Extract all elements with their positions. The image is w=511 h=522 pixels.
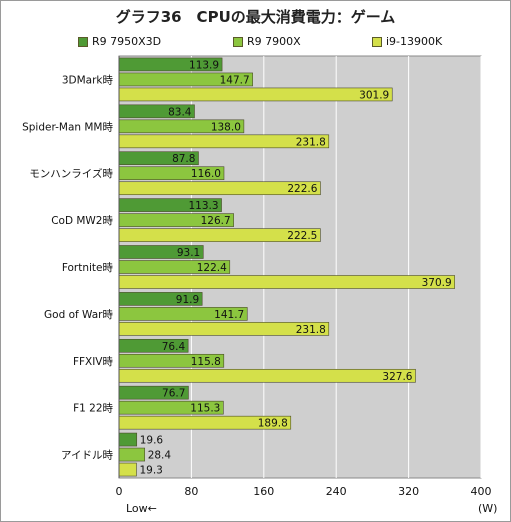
value-label-3-9: 19.3	[139, 465, 162, 477]
x-tick-label-3: 240	[326, 485, 347, 498]
value-label-3-2: 231.8	[296, 136, 326, 148]
value-label-3-3: 222.6	[287, 183, 317, 195]
category-label-6: God of War時	[44, 309, 113, 321]
value-label-2-7: 115.8	[191, 356, 221, 368]
category-label-9: アイドル時	[61, 450, 113, 462]
legend-swatch-series-1	[78, 36, 88, 47]
bar-3-5	[118, 275, 455, 289]
value-label-1-4: 113.3	[188, 200, 218, 212]
category-label-7: FFXIV時	[73, 356, 114, 368]
legend-label-series-3: i9-13900K	[386, 35, 443, 48]
value-label-2-6: 141.7	[214, 309, 244, 321]
category-label-4: CoD MW2時	[51, 215, 113, 227]
value-label-3-5: 370.9	[422, 277, 452, 289]
value-label-1-9: 19.6	[140, 435, 164, 447]
category-label-3: モンハンライズ時	[29, 167, 113, 180]
value-label-1-8: 76.7	[162, 388, 185, 400]
legend-label-series-1: R9 7950X3D	[92, 35, 162, 48]
bar-3-9	[118, 462, 137, 477]
value-label-3-4: 222.5	[287, 230, 317, 242]
value-label-2-8: 115.3	[190, 403, 220, 415]
value-label-1-6: 91.9	[176, 294, 199, 306]
x-tick-label-2: 160	[253, 485, 274, 498]
value-label-1-7: 76.4	[162, 341, 186, 353]
value-label-3-6: 231.8	[296, 324, 326, 336]
value-label-1-5: 93.1	[177, 247, 200, 259]
category-label-1: 3DMark時	[62, 74, 114, 86]
legend-item-series-3: i9-13900K	[372, 35, 442, 48]
category-label-5: Fortnite時	[62, 262, 114, 274]
chart-legend: R9 7950X3D R9 7900X i9-13900K	[0, 35, 511, 51]
bar-2-9	[118, 447, 146, 462]
bar-3-1	[118, 87, 393, 102]
value-label-1-2: 83.4	[168, 106, 192, 118]
value-label-2-2: 138.0	[211, 121, 241, 133]
value-label-3-7: 327.6	[382, 371, 412, 383]
legend-swatch-series-3	[372, 36, 382, 47]
x-axis-unit: (W)	[478, 502, 498, 515]
x-tick-label-5: 400	[471, 485, 492, 498]
value-label-2-5: 122.4	[197, 262, 227, 274]
value-label-2-3: 116.0	[191, 168, 221, 180]
x-tick-label-1: 80	[184, 485, 198, 498]
value-label-1-1: 113.9	[189, 59, 219, 71]
legend-label-series-2: R9 7900X	[247, 35, 301, 48]
bar-3-7	[118, 368, 416, 383]
value-label-2-4: 126.7	[201, 215, 231, 227]
category-label-8: F1 22時	[73, 403, 113, 415]
legend-swatch-series-2	[233, 36, 243, 47]
bar-1-9	[118, 432, 138, 447]
category-label-2: Spider-Man MM時	[22, 121, 113, 133]
x-tick-label-0: 0	[116, 485, 123, 498]
value-label-3-1: 301.9	[359, 89, 389, 101]
legend-item-series-2: R9 7900X	[233, 35, 301, 48]
legend-item-series-1: R9 7950X3D	[78, 35, 161, 48]
x-axis-note-left: Low←	[126, 502, 157, 515]
value-label-1-3: 87.8	[172, 153, 195, 165]
chart-title: グラフ36 CPUの最大消費電力：ゲーム	[115, 8, 396, 26]
value-label-2-9: 28.4	[148, 450, 172, 462]
value-label-2-1: 147.7	[220, 74, 250, 86]
value-label-3-8: 189.8	[258, 418, 288, 430]
x-tick-label-4: 320	[398, 485, 419, 498]
